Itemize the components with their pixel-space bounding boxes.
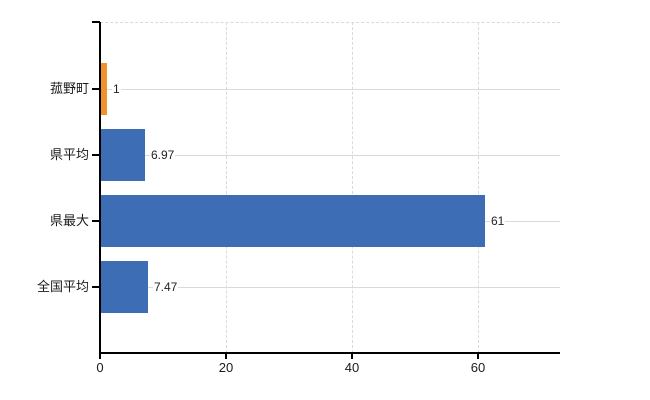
x-gridline	[352, 22, 353, 353]
x-tick	[225, 353, 227, 359]
y-tick	[92, 154, 100, 156]
bar	[101, 261, 148, 313]
x-tick-label: 20	[218, 360, 234, 375]
bar-value-label: 7.47	[153, 280, 179, 294]
plot-top-border	[100, 22, 560, 23]
category-label: 菰野町	[49, 81, 89, 96]
y-tick	[92, 286, 100, 288]
x-tick	[99, 353, 101, 359]
y-tick-top	[92, 21, 100, 23]
category-gridline	[100, 287, 560, 288]
bar-value-label: 61	[490, 214, 506, 228]
y-axis-line	[99, 22, 101, 354]
x-tick	[351, 353, 353, 359]
x-tick-label: 40	[344, 360, 360, 375]
bar	[101, 195, 485, 247]
x-axis-line	[99, 352, 560, 354]
y-tick	[92, 220, 100, 222]
x-gridline	[226, 22, 227, 353]
x-tick-label: 0	[96, 360, 104, 375]
bar	[101, 63, 107, 115]
category-label: 県平均	[49, 147, 89, 162]
bar	[101, 129, 145, 181]
category-label: 県最大	[49, 213, 89, 228]
bar-value-label: 1	[112, 82, 121, 96]
bar-value-label: 6.97	[150, 148, 176, 162]
category-label: 全国平均	[36, 279, 89, 294]
category-gridline	[100, 155, 560, 156]
x-tick-label: 60	[470, 360, 486, 375]
category-gridline	[100, 89, 560, 90]
x-tick	[477, 353, 479, 359]
y-tick	[92, 88, 100, 90]
x-gridline	[478, 22, 479, 353]
